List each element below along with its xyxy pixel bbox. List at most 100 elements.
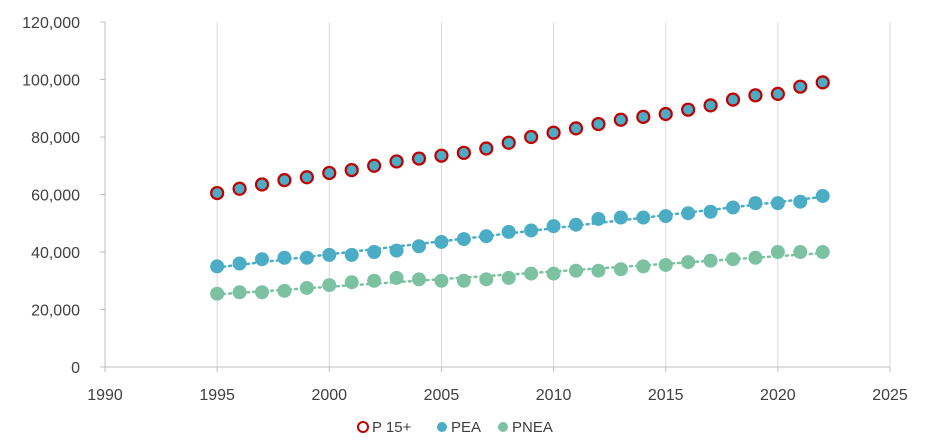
point-pnea — [613, 262, 628, 277]
point-pnea — [210, 286, 225, 301]
point-pea — [299, 250, 314, 265]
legend-item-p-15: P 15+ — [357, 419, 412, 436]
legend-marker-pea — [437, 422, 447, 432]
point-pnea — [277, 283, 292, 298]
y-tick-label: 0 — [71, 360, 80, 377]
point-pnea — [434, 273, 449, 288]
x-tick-label: 2005 — [424, 387, 460, 404]
legend-marker-p-15 — [357, 421, 369, 433]
point-pnea — [412, 272, 426, 287]
grid-layer — [216, 22, 891, 367]
x-tick-label: 1995 — [199, 387, 235, 404]
point-pnea — [299, 280, 314, 295]
point-pea — [681, 206, 696, 221]
legend-marker-pnea — [498, 422, 508, 432]
point-pnea — [636, 259, 651, 274]
point-p-15 — [568, 121, 584, 136]
x-tick-label: 2015 — [648, 387, 684, 404]
x-tick-label: 1990 — [87, 387, 123, 404]
point-p-15 — [210, 185, 225, 201]
point-pea — [613, 210, 628, 225]
point-pnea — [748, 250, 763, 265]
legend-item-pea: PEA — [437, 419, 481, 436]
y-tick-label: 100,000 — [22, 73, 80, 90]
point-pea — [232, 256, 247, 271]
points-layer — [210, 75, 830, 301]
point-pea — [591, 211, 606, 226]
point-p-15 — [703, 98, 718, 113]
point-pnea — [367, 273, 382, 288]
point-pnea — [322, 278, 337, 293]
point-pnea — [501, 270, 516, 285]
point-pnea — [232, 285, 247, 300]
legend-label-p-15: P 15+ — [372, 419, 412, 436]
point-pea — [770, 196, 785, 211]
point-pea — [210, 259, 225, 274]
point-p-15 — [658, 106, 673, 122]
y-tick-label: 20,000 — [31, 303, 80, 320]
point-pnea — [726, 252, 740, 267]
point-pnea — [793, 245, 808, 259]
point-p-15 — [546, 125, 561, 140]
point-pea — [479, 229, 494, 244]
x-tick-label: 2000 — [311, 387, 347, 404]
point-p-15 — [344, 162, 359, 178]
trendline-pea — [215, 195, 824, 269]
point-p-15 — [299, 170, 314, 185]
point-pnea — [389, 270, 404, 285]
point-pea — [815, 188, 830, 203]
point-p-15 — [591, 116, 606, 132]
point-pnea — [770, 245, 785, 259]
point-pnea — [546, 266, 561, 281]
legend-label-pnea: PNEA — [512, 419, 553, 436]
point-p-15 — [322, 165, 337, 181]
point-pea — [434, 234, 449, 249]
point-pnea — [344, 275, 359, 290]
point-p-15 — [277, 173, 292, 188]
point-pnea — [681, 255, 696, 270]
legend-item-pnea: PNEA — [498, 419, 553, 436]
x-tick-label: 2020 — [760, 387, 796, 404]
legend: P 15+ PEA PNEA — [357, 419, 553, 436]
point-p-15 — [613, 112, 628, 127]
point-pea — [344, 247, 359, 262]
point-pea — [658, 209, 673, 224]
point-pea — [501, 224, 516, 239]
point-p-15 — [501, 135, 516, 150]
y-tick-label: 120,000 — [22, 15, 80, 32]
point-pea — [636, 210, 651, 225]
point-p-15 — [479, 141, 494, 156]
point-pea — [793, 194, 808, 209]
y-tick-label: 40,000 — [31, 245, 80, 262]
point-pnea — [479, 272, 494, 287]
y-tick-label: 60,000 — [31, 188, 80, 205]
point-pea — [412, 239, 426, 254]
point-pnea — [255, 285, 269, 300]
y-tick-label: 80,000 — [31, 130, 80, 147]
point-p-15 — [793, 79, 808, 94]
point-pea — [726, 200, 740, 215]
point-p-15 — [389, 154, 404, 169]
point-pnea — [703, 253, 718, 268]
trendline-layer — [215, 195, 824, 296]
point-pea — [524, 223, 539, 238]
trendline-pnea — [215, 251, 824, 296]
point-pea — [456, 232, 471, 247]
axis-layer: 0 20,000 40,000 60,000 80,000 100,000 120,000 1… — [22, 15, 908, 404]
point-pnea — [456, 273, 471, 288]
point-p-15 — [636, 109, 651, 124]
point-pea — [546, 219, 561, 234]
point-pea — [277, 250, 292, 265]
point-pnea — [524, 266, 539, 281]
point-pea — [322, 247, 337, 262]
point-p-15 — [232, 181, 247, 196]
point-p-15 — [815, 75, 830, 90]
point-p-15 — [254, 177, 270, 192]
point-p-15 — [725, 92, 741, 107]
point-pea — [389, 243, 404, 258]
point-pnea — [591, 263, 606, 278]
point-pea — [748, 196, 763, 211]
x-tick-label: 2010 — [536, 387, 572, 404]
